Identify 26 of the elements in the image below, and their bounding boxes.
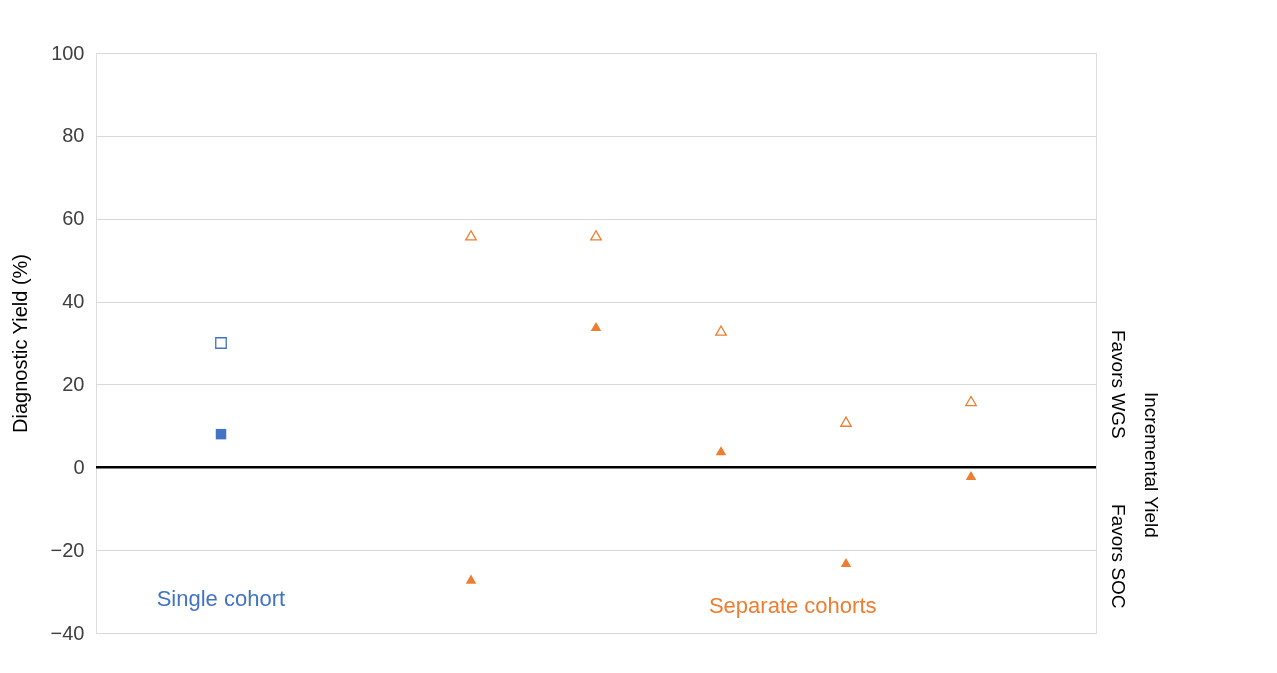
point [715,325,727,336]
point [465,574,477,584]
y-tick-label: −20 [50,538,85,561]
y-tick-label: 60 [62,207,85,230]
y-tick-label: −40 [50,621,85,644]
point [840,416,852,427]
point [590,230,602,241]
annotation: Single cohort [156,585,286,611]
text: Favors WGS [1108,329,1129,439]
y-tick-label: 80 [62,124,85,147]
point [840,558,852,568]
point [965,395,977,407]
point [715,446,727,456]
y-tick-label: 20 [62,372,85,395]
point [590,321,602,331]
y-tick-label: 100 [51,41,85,64]
text: Favors SOC [1108,504,1129,609]
y-tick-label: 40 [62,290,85,313]
point [215,428,227,440]
point [465,230,477,241]
point [965,471,977,481]
y-axis-title: Diagnostic Yield (%) [8,254,31,433]
annotation: Separate cohorts [708,593,877,619]
point [215,337,227,349]
text: Incremental Yield [1141,392,1162,538]
y-tick-label: 0 [73,455,85,478]
